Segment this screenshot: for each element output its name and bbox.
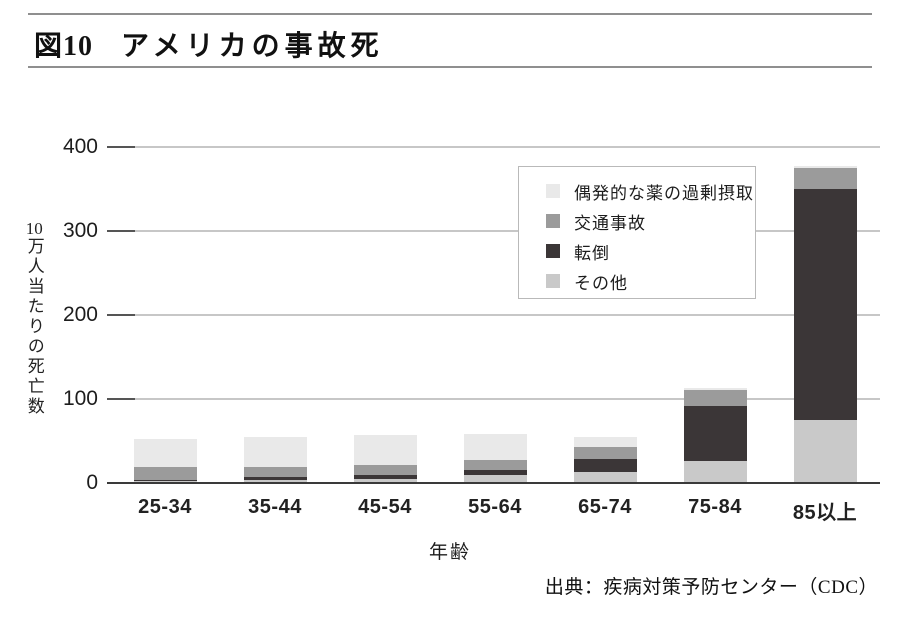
y-tick-mark-100: [107, 398, 135, 400]
bar-segment-75-84-偶発的な薬の過剰摂取: [683, 388, 747, 390]
bar-group-45-54: [353, 435, 417, 483]
legend: 偶発的な薬の過剰摂取 交通事故転倒その他: [518, 166, 756, 299]
bar-group-65-74: [573, 436, 637, 483]
y-tick-label-400: 400: [62, 135, 98, 158]
x-axis-line: [107, 482, 880, 484]
source-caption: 出典：疾病対策予防センター（CDC）: [544, 577, 878, 598]
figure-number: 図10: [34, 31, 94, 62]
bar-segment-45-54-偶発的な薬の過剰摂取: [353, 435, 417, 465]
bar-segment-85以上-その他: [793, 420, 857, 483]
y-tick-label-200: 200: [62, 303, 98, 326]
y-tick-label-0: 0: [86, 471, 98, 494]
bar-segment-55-64-その他: [463, 475, 527, 483]
y-axis-label-text: 万人当たりの死亡数: [24, 237, 44, 417]
bar-segment-55-64-転倒: [463, 470, 527, 476]
gridline-100: [110, 398, 880, 400]
legend-item-交通事故: 交通事故: [546, 206, 755, 236]
title-rule-bottom: [28, 66, 872, 68]
x-axis-title: 年齢: [428, 542, 471, 563]
legend-label: 偶発的な薬の過剰摂取: [574, 183, 754, 203]
bar-segment-65-74-転倒: [573, 458, 637, 473]
legend-swatch-icon: [546, 244, 560, 258]
bar-segment-75-84-交通事故: [683, 389, 747, 406]
bar-group-25-34: [133, 439, 197, 483]
bar-segment-85以上-交通事故: [793, 168, 857, 189]
x-tick-label-25-34: 25-34: [138, 496, 192, 518]
gridline-300: [110, 230, 880, 232]
y-tick-mark-200: [107, 314, 135, 316]
bar-segment-55-64-交通事故: [463, 459, 527, 471]
bar-group-55-64: [463, 434, 527, 483]
y-tick-label-100: 100: [62, 387, 98, 410]
legend-item-転倒: 転倒: [546, 236, 755, 266]
bar-segment-35-44-交通事故: [243, 467, 307, 478]
x-tick-label-85以上: 85以上: [792, 502, 858, 524]
x-tick-label-75-84: 75-84: [688, 496, 742, 518]
bar-segment-55-64-偶発的な薬の過剰摂取: [463, 434, 527, 460]
bar-segment-65-74-交通事故: [573, 446, 637, 459]
bar-segment-75-84-転倒: [683, 405, 747, 462]
y-axis-label-number: 10: [25, 220, 43, 237]
bar-segment-25-34-交通事故: [133, 467, 197, 480]
legend-item-偶発的な薬の過剰摂取: 偶発的な薬の過剰摂取: [546, 176, 755, 206]
bar-segment-25-34-転倒: [133, 479, 197, 482]
bar-segment-25-34-偶発的な薬の過剰摂取: [133, 439, 197, 468]
legend-label: 交通事故: [574, 213, 646, 233]
legend-item-その他: その他: [546, 266, 755, 296]
bar-segment-35-44-その他: [243, 480, 307, 483]
bar-group-85以上: [793, 166, 857, 483]
title-rule-top: [28, 13, 872, 15]
bar-segment-75-84-その他: [683, 461, 747, 483]
x-tick-label-35-44: 35-44: [248, 496, 302, 518]
legend-swatch-icon: [546, 274, 560, 288]
figure-title-text: アメリカの事故死: [121, 31, 384, 62]
bar-segment-35-44-転倒: [243, 477, 307, 481]
bar-segment-45-54-交通事故: [353, 464, 417, 475]
bar-segment-65-74-その他: [573, 472, 637, 483]
gridline-400: [110, 146, 880, 148]
x-tick-label-55-64: 55-64: [468, 496, 522, 518]
x-tick-label-65-74: 65-74: [578, 496, 632, 518]
gridline-200: [110, 314, 880, 316]
bar-segment-45-54-転倒: [353, 474, 417, 479]
bar-segment-65-74-偶発的な薬の過剰摂取: [573, 436, 637, 447]
bar-segment-35-44-偶発的な薬の過剰摂取: [243, 436, 307, 468]
bar-segment-85以上-偶発的な薬の過剰摂取: [793, 166, 857, 168]
bar-group-35-44: [243, 436, 307, 483]
x-tick-label-45-54: 45-54: [358, 496, 412, 518]
figure-title: 図10 アメリカの事故死: [34, 24, 384, 64]
plot-area: 偶発的な薬の過剰摂取 交通事故転倒その他: [107, 146, 880, 484]
legend-label: その他: [574, 273, 628, 293]
legend-label: 転倒: [574, 243, 610, 263]
bar-segment-45-54-その他: [353, 478, 417, 483]
y-tick-label-300: 300: [62, 219, 98, 242]
y-tick-mark-400: [107, 146, 135, 148]
bar-segment-85以上-転倒: [793, 189, 857, 420]
legend-swatch-icon: [546, 184, 560, 198]
y-tick-mark-300: [107, 230, 135, 232]
legend-swatch-icon: [546, 214, 560, 228]
y-axis-label: 10万人当たりの死亡数: [24, 220, 44, 430]
bar-group-75-84: [683, 388, 747, 483]
